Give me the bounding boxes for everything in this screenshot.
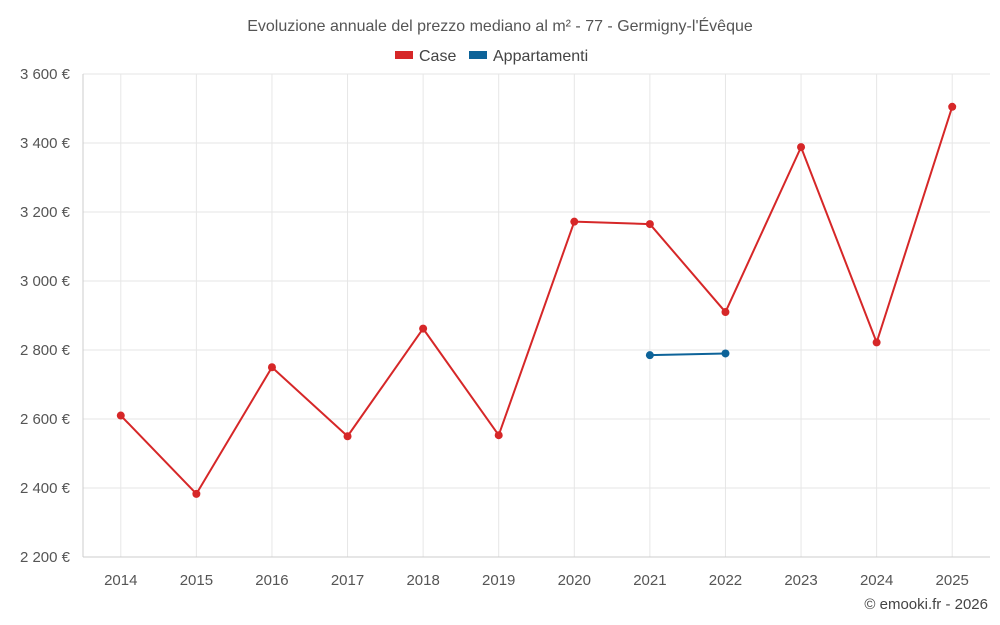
y-tick-label: 2 200 €	[20, 549, 71, 566]
y-tick-label: 2 800 €	[20, 342, 71, 359]
legend-swatch-case	[395, 51, 413, 59]
legend-label-case: Case	[419, 48, 456, 65]
legend-swatch-appartamenti	[469, 51, 487, 59]
x-axis: 2014 2015 2016 2017 2018 2019 2020 2021 2022 2023…	[83, 556, 990, 589]
x-tick-label: 2014	[104, 572, 137, 589]
x-tick-label: 2018	[406, 572, 439, 589]
x-tick-label: 2025	[936, 572, 969, 589]
x-tick-label: 2023	[784, 572, 817, 589]
data-point-appartamenti-2022	[721, 349, 730, 358]
x-tick-label: 2016	[255, 572, 288, 589]
legend-item-case[interactable]: Case	[395, 48, 456, 65]
series	[116, 102, 957, 498]
y-tick-label: 3 200 €	[20, 204, 71, 221]
data-point-case-2025	[948, 102, 957, 111]
y-tick-label: 3 600 €	[20, 66, 71, 83]
data-point-case-2021	[645, 220, 654, 229]
y-tick-label: 2 600 €	[20, 411, 71, 428]
credit-text: © emooki.fr - 2026	[864, 596, 988, 613]
series-case	[116, 102, 957, 498]
y-tick-label: 3 000 €	[20, 273, 71, 290]
legend-label-appartamenti: Appartamenti	[493, 48, 588, 65]
y-tick-label: 3 400 €	[20, 135, 71, 152]
chart-title: Evoluzione annuale del prezzo mediano al…	[247, 16, 753, 35]
series-line-appartamenti	[649, 352, 726, 357]
data-point-appartamenti-2021	[645, 351, 654, 360]
series-appartamenti	[645, 349, 730, 360]
y-axis: 2 200 € 2 400 € 2 600 € 2 800 € 3 000 € 3 200…	[20, 66, 84, 566]
data-point-case-2022	[721, 308, 730, 317]
legend-item-appartamenti[interactable]: Appartamenti	[469, 48, 588, 65]
data-point-case-2020	[570, 217, 579, 226]
data-point-case-2018	[419, 324, 428, 333]
data-point-case-2015	[192, 489, 201, 498]
y-tick-label: 2 400 €	[20, 480, 71, 497]
x-tick-label: 2015	[180, 572, 213, 589]
grid	[83, 73, 990, 557]
data-point-case-2014	[116, 411, 125, 420]
x-tick-label: 2019	[482, 572, 515, 589]
data-point-case-2024	[872, 338, 881, 347]
legend: Case Appartamenti	[395, 48, 588, 65]
series-line-case	[120, 106, 954, 495]
data-point-case-2016	[267, 363, 276, 372]
x-tick-label: 2022	[709, 572, 742, 589]
x-tick-label: 2021	[633, 572, 666, 589]
data-point-case-2023	[797, 143, 806, 152]
data-point-case-2017	[343, 432, 352, 441]
x-tick-label: 2024	[860, 572, 893, 589]
data-point-case-2019	[494, 431, 503, 440]
x-tick-label: 2020	[558, 572, 591, 589]
x-tick-label: 2017	[331, 572, 364, 589]
